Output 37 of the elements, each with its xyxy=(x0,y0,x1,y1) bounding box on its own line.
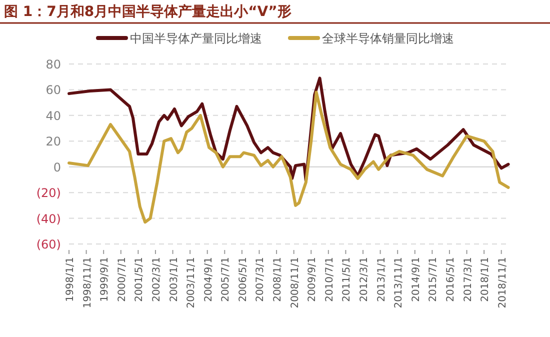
x-tick-label: 2013/11/1 xyxy=(394,257,405,308)
x-tick-label: 2003/1/1 xyxy=(168,257,180,302)
x-tick-label: 2004/9/1 xyxy=(203,257,214,302)
title: 图 1：7月和8月中国半导体产量走出小“V”形 xyxy=(4,4,292,20)
x-tick-label: 2015/7/1 xyxy=(428,257,440,302)
y-tick-label: 40 xyxy=(46,108,61,123)
y-tick-label: (20) xyxy=(36,186,61,200)
x-tick-label: 1998/11/1 xyxy=(82,257,94,308)
x-tick-label: 2008/1/1 xyxy=(272,257,284,302)
x-tick-label: 2011/5/1 xyxy=(342,257,353,302)
x-tick-label: 2009/9/1 xyxy=(307,257,318,302)
x-tick-label: 2018/11/1 xyxy=(497,257,508,308)
x-tick-label: 2006/5/1 xyxy=(238,257,249,302)
y-tick-label: 20 xyxy=(46,134,61,149)
x-tick-label: 2017/3/1 xyxy=(462,257,474,302)
x-tick-label: 2008/11/1 xyxy=(290,257,301,308)
x-tick-label: 2005/7/1 xyxy=(220,257,232,302)
x-tick-label: 2012/3/1 xyxy=(359,257,370,302)
y-tick-label: 0 xyxy=(53,160,61,174)
y-tick-label: (40) xyxy=(36,212,61,226)
legend-label: 中国半导体产量同比增速 xyxy=(130,32,262,46)
x-tick-label: 1999/9/1 xyxy=(100,257,111,302)
x-tick-label: 2010/7/1 xyxy=(324,257,336,302)
legend-label: 全球半导体销量同比增速 xyxy=(322,32,454,46)
x-tick-label: 2018/1/1 xyxy=(480,257,492,302)
x-tick-label: 2001/5/1 xyxy=(134,257,146,302)
x-tick-label: 2003/11/1 xyxy=(186,257,198,308)
x-tick-label: 2014/9/1 xyxy=(410,257,422,302)
y-tick-label: (60) xyxy=(36,238,61,252)
y-tick-label: 80 xyxy=(46,58,61,72)
x-tick-label: 2007/3/1 xyxy=(255,257,266,302)
y-tick-label: 60 xyxy=(46,83,61,98)
x-tick-label: 2000/7/1 xyxy=(116,257,128,302)
x-tick-label: 2016/5/1 xyxy=(445,257,456,302)
x-tick-label: 2013/1/1 xyxy=(376,257,388,302)
x-tick-label: 1998/1/1 xyxy=(65,257,76,302)
x-tick-label: 2002/3/1 xyxy=(151,257,162,302)
